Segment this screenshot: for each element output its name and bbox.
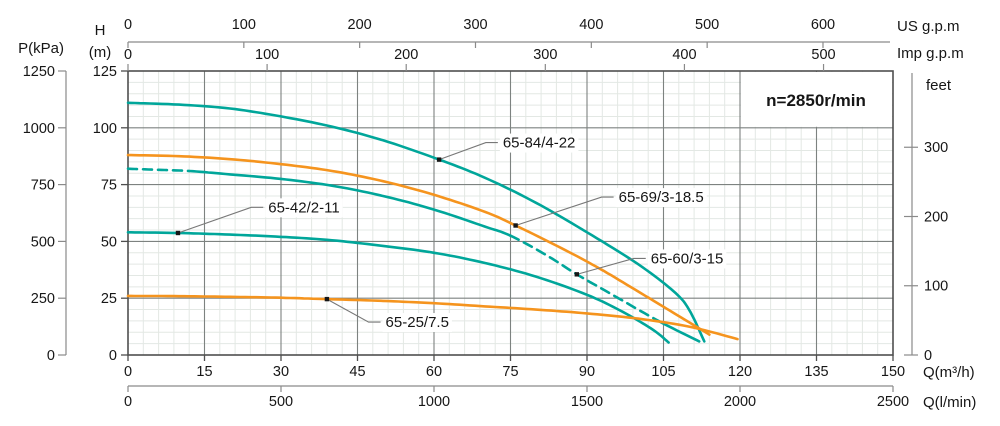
h-axis-tick-label: 75 <box>101 178 117 194</box>
callout-dot <box>574 272 579 277</box>
q-m3h-tick-label: 135 <box>804 364 828 380</box>
imp-gpm-tick-label: 0 <box>124 47 132 63</box>
feet-axis-tick-label: 0 <box>924 348 932 364</box>
callout-65-60/3-15: 65-60/3-15 <box>574 249 727 277</box>
h-axis-tick-label: 125 <box>93 64 117 80</box>
speed-box-bg <box>741 72 892 127</box>
p-axis-tick-label: 750 <box>31 178 55 194</box>
feet-axis-tick-label: 300 <box>924 140 948 156</box>
callout-65-84/4-22: 65-84/4-22 <box>436 133 579 162</box>
imp-gpm-tick-label: 100 <box>255 47 279 63</box>
q-m3h-tick-label: 15 <box>196 364 212 380</box>
p-axis-tick-label: 1250 <box>23 64 55 80</box>
speed-annotation: n=2850r/min <box>766 91 866 110</box>
q-lmin-tick-label: 500 <box>269 394 293 410</box>
q-lmin-tick-label: 2000 <box>724 394 756 410</box>
callout-label: 65-84/4-22 <box>503 135 576 152</box>
h-axis-unit: (m) <box>89 44 112 61</box>
speed-annotation-box <box>741 72 892 127</box>
curve-callouts: 65-84/4-22 65-69/3-18.5 65-42/2-11 65-60/3-… <box>175 133 727 333</box>
callout-label-bg <box>265 198 343 218</box>
q-m3h-tick-label: 105 <box>651 364 675 380</box>
imp-gpm-tick-label: 500 <box>811 47 835 63</box>
callout-dot <box>436 157 442 162</box>
q-m3h-tick-label: 90 <box>579 364 595 380</box>
imp-gpm-tick-label: 400 <box>672 47 696 63</box>
us-gpm-tick-label: 200 <box>348 17 372 33</box>
callout-label: 65-25/7.5 <box>386 314 449 331</box>
callout-label: 65-60/3-15 <box>651 250 724 267</box>
q-lmin-axis-title: Q(l/min) <box>923 394 976 411</box>
feet-axis-tick-label: 100 <box>924 279 948 295</box>
q-lmin-tick-label: 2500 <box>877 394 909 410</box>
callout-label-bg <box>499 133 579 153</box>
curve-65-42/2-11 <box>126 231 670 344</box>
callout-leader <box>576 257 646 275</box>
q-m3h-tick-label: 30 <box>273 364 289 380</box>
callout-label-bg <box>382 313 452 333</box>
callout-label: 65-42/2-11 <box>268 199 339 216</box>
h-axis-tick-label: 50 <box>101 234 117 250</box>
us-gpm-tick-label: 500 <box>695 17 719 33</box>
callout-dot <box>513 223 518 228</box>
imp-gpm-tick-label: 200 <box>394 47 418 63</box>
q-m3h-tick-label: 0 <box>124 364 132 380</box>
q-lmin-tick-label: 1000 <box>418 394 450 410</box>
callout-leader <box>177 206 264 234</box>
axis-titles: P(kPa) H (m) US g.p.m Imp g.p.m feet Q(m… <box>18 18 976 411</box>
callout-label-bg <box>647 249 727 269</box>
imp-gpm-tick-label: 300 <box>533 47 557 63</box>
q-m3h-tick-label: 120 <box>728 364 752 380</box>
p-axis-title: P(kPa) <box>18 40 64 57</box>
callout-label-bg <box>615 188 707 208</box>
callout-65-42/2-11: 65-42/2-11 <box>175 198 343 236</box>
q-m3h-tick-label: 45 <box>349 364 365 380</box>
curve-65-69/3-18.5 <box>126 153 711 336</box>
us-gpm-tick-label: 100 <box>232 17 256 33</box>
h-axis-tick-label: 100 <box>93 121 117 137</box>
us-gpm-tick-label: 400 <box>579 17 603 33</box>
callout-leader <box>438 142 498 161</box>
q-m3h-tick-label: 60 <box>426 364 442 380</box>
imp-gpm-axis-title: Imp g.p.m <box>897 45 964 62</box>
curve-65-84/4-22 <box>126 101 706 343</box>
callout-leader <box>515 196 614 227</box>
us-gpm-axis-title: US g.p.m <box>897 18 960 35</box>
us-gpm-tick-label: 0 <box>124 17 132 33</box>
p-axis-tick-label: 1000 <box>23 121 55 137</box>
feet-axis-tick-label: 200 <box>924 209 948 225</box>
curve-65-60/3-15 <box>126 167 191 173</box>
q-m3h-tick-label: 150 <box>881 364 905 380</box>
callout-dot <box>175 230 181 236</box>
h-axis-title: H <box>95 22 106 39</box>
axis-ticks-and-labels: 0255075100125025050075010001250010020030… <box>23 17 948 410</box>
h-axis-tick-label: 25 <box>101 291 117 307</box>
callout-dot <box>324 296 330 302</box>
q-m3h-axis-title: Q(m³/h) <box>923 364 975 381</box>
callout-65-69/3-18.5: 65-69/3-18.5 <box>513 188 707 228</box>
q-lmin-tick-label: 1500 <box>571 394 603 410</box>
h-axis-tick-label: 0 <box>109 348 117 364</box>
p-axis-tick-label: 0 <box>47 348 55 364</box>
us-gpm-tick-label: 600 <box>811 17 835 33</box>
q-m3h-tick-label: 75 <box>502 364 518 380</box>
curve-65-25/7.5 <box>126 294 739 341</box>
p-axis-tick-label: 250 <box>31 291 55 307</box>
callout-65-25/7.5: 65-25/7.5 <box>324 296 452 333</box>
callout-label: 65-69/3-18.5 <box>619 189 704 206</box>
callout-leader <box>326 298 381 323</box>
us-gpm-tick-label: 300 <box>463 17 487 33</box>
p-axis-tick-label: 500 <box>31 234 55 250</box>
curve-65-60/3-15 <box>187 169 512 237</box>
q-lmin-tick-label: 0 <box>124 394 132 410</box>
curve-65-60/3-15 <box>657 319 701 343</box>
feet-axis-title: feet <box>926 77 952 94</box>
